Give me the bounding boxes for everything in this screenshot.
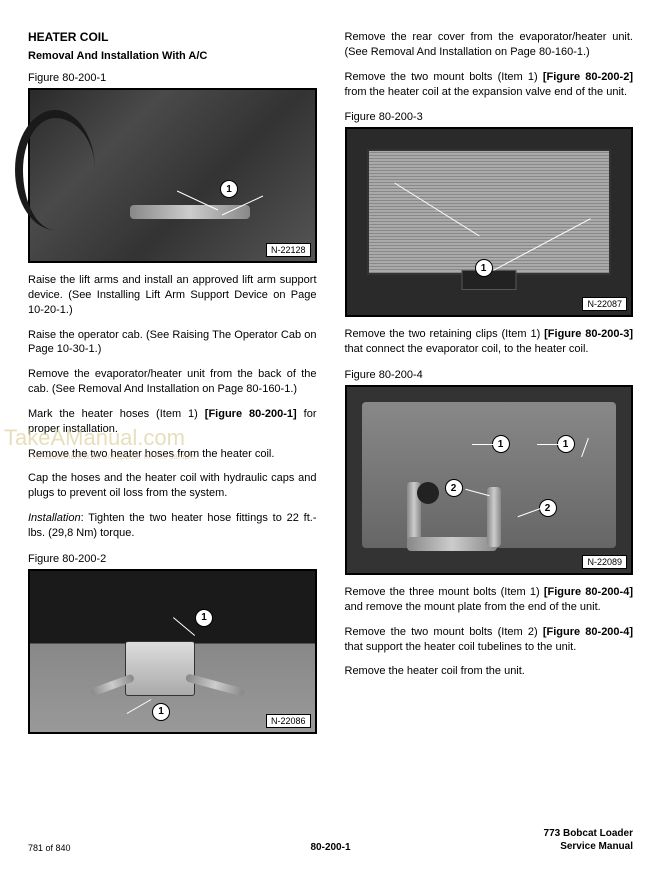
figure-3-label: Figure 80-200-3 (345, 111, 634, 123)
para-r3c: that connect the evaporator coil, to the… (345, 343, 589, 355)
para-r5b: [Figure 80-200-4] (543, 626, 633, 638)
para-r5c: that support the heater coil tubelines t… (345, 641, 577, 653)
figure-1-label: Figure 80-200-1 (28, 72, 317, 84)
figure-2: 1 1 N-22086 (28, 569, 317, 734)
callout-1a: 1 (195, 609, 213, 627)
callout-1: 1 (475, 259, 493, 277)
para-r2a: Remove the two mount bolts (Item 1) (345, 71, 543, 83)
figure-1: 1 N-22128 (28, 88, 317, 263)
para-r4b: [Figure 80-200-4] (544, 586, 633, 598)
grommet (417, 482, 439, 504)
arrow (472, 444, 494, 445)
para-r6: Remove the heater coil from the unit. (345, 664, 634, 679)
para-5: Remove the two heater hoses from the hea… (28, 447, 317, 462)
footer-doc-title: 773 Bobcat Loader Service Manual (544, 827, 633, 853)
footer-line1: 773 Bobcat Loader (544, 827, 633, 840)
para-r1: Remove the rear cover from the evaporato… (345, 30, 634, 60)
para-r5a: Remove the two mount bolts (Item 2) (345, 626, 543, 638)
sub-title: Removal And Installation With A/C (28, 50, 317, 62)
para-r4: Remove the three mount bolts (Item 1) [F… (345, 585, 634, 615)
figure-4-label: Figure 80-200-4 (345, 369, 634, 381)
para-4a: Mark the heater hoses (Item 1) (28, 408, 205, 420)
figure-2-label: Figure 80-200-2 (28, 553, 317, 565)
hose-graphic (15, 110, 95, 230)
para-r3: Remove the two retaining clips (Item 1) … (345, 327, 634, 357)
para-r2: Remove the two mount bolts (Item 1) [Fig… (345, 70, 634, 100)
figure-4: 1 1 2 2 N-22089 (345, 385, 634, 575)
page-footer: 781 of 840 80-200-1 773 Bobcat Loader Se… (28, 827, 633, 853)
callout-2a: 2 (445, 479, 463, 497)
callout-1: 1 (220, 180, 238, 198)
figure-3: 1 N-22087 (345, 127, 634, 317)
para-r2c: from the heater coil at the expansion va… (345, 86, 628, 98)
para-1: Raise the lift arms and install an appro… (28, 273, 317, 318)
para-4b: [Figure 80-200-1] (205, 408, 297, 420)
para-3: Remove the evaporator/heater unit from t… (28, 367, 317, 397)
para-2: Raise the operator cab. (See Raising The… (28, 328, 317, 358)
figure-3-tag: N-22087 (582, 297, 627, 311)
figure-2-tag: N-22086 (266, 714, 311, 728)
figure-1-tag: N-22128 (266, 243, 311, 257)
section-title: HEATER COIL (28, 30, 317, 44)
para-7a: Installation (28, 512, 81, 524)
left-column: HEATER COIL Removal And Installation Wit… (28, 30, 317, 734)
valve-block (125, 641, 195, 696)
para-r4a: Remove the three mount bolts (Item 1) (345, 586, 544, 598)
footer-line2: Service Manual (544, 840, 633, 853)
callout-1b: 1 (152, 703, 170, 721)
footer-page-count: 781 of 840 (28, 843, 71, 853)
para-4: Mark the heater hoses (Item 1) [Figure 8… (28, 407, 317, 437)
arrow (537, 444, 559, 445)
coil-fins (367, 149, 612, 275)
two-column-layout: HEATER COIL Removal And Installation Wit… (28, 30, 633, 734)
para-6: Cap the hoses and the heater coil with h… (28, 471, 317, 501)
para-7: Installation: Tighten the two heater hos… (28, 511, 317, 541)
tube (407, 537, 497, 551)
para-r2b: [Figure 80-200-2] (543, 71, 633, 83)
para-r5: Remove the two mount bolts (Item 2) [Fig… (345, 625, 634, 655)
para-r4c: and remove the mount plate from the end … (345, 601, 601, 613)
footer-page-number: 80-200-1 (310, 842, 350, 853)
para-r3b: [Figure 80-200-3] (544, 328, 633, 340)
callout-1b: 1 (557, 435, 575, 453)
para-r3a: Remove the two retaining clips (Item 1) (345, 328, 545, 340)
figure-4-tag: N-22089 (582, 555, 627, 569)
tube-graphic (130, 205, 250, 219)
right-column: Remove the rear cover from the evaporato… (345, 30, 634, 734)
callout-1a: 1 (492, 435, 510, 453)
